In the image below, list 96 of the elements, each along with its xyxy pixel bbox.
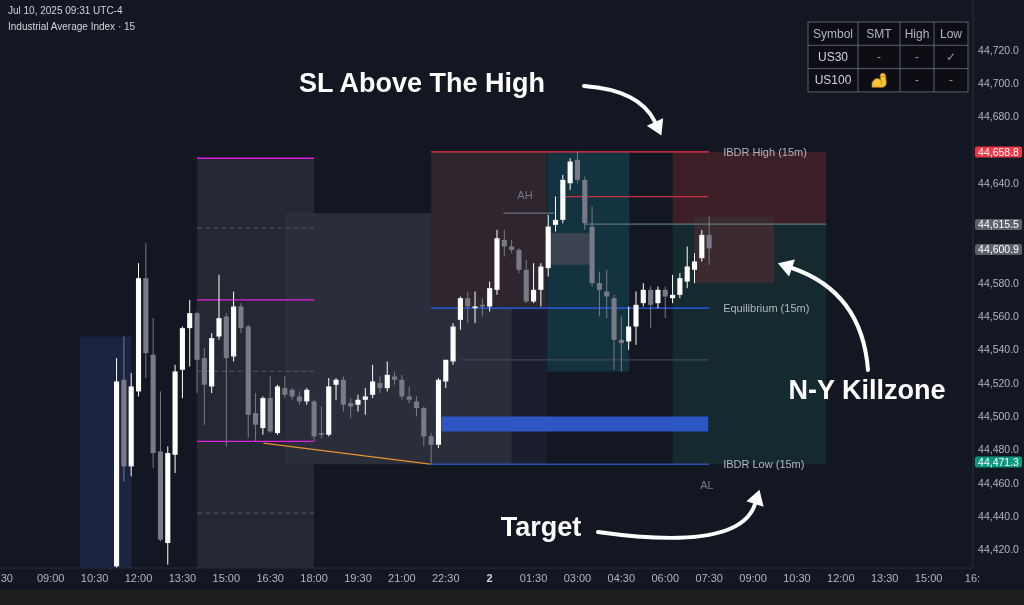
y-tick-label: 44,480.0 — [978, 443, 1020, 456]
candlestick — [574, 151, 581, 184]
x-tick-label: 15:00 — [212, 571, 241, 584]
annotation: Target — [500, 512, 582, 543]
candlestick — [216, 274, 222, 341]
y-tick-label: 44,640.0 — [978, 176, 1020, 189]
candlestick — [487, 281, 493, 312]
candlestick — [318, 405, 324, 439]
candlestick — [552, 196, 559, 233]
category-label: SMT — [866, 26, 893, 41]
candlestick — [501, 229, 507, 258]
x-tick-label: 09:00 — [739, 571, 767, 584]
x-tick-label: 19:30 — [344, 571, 372, 584]
candlestick — [465, 291, 471, 324]
y-tick-label: 44,680.0 — [978, 110, 1020, 123]
x-tick-label: 10:30 — [80, 571, 109, 584]
candlestick — [457, 295, 463, 331]
x-tick-label: 16:30 — [256, 571, 284, 584]
candlestick — [253, 392, 259, 442]
series-label: Equilibrium (15m) — [723, 302, 810, 314]
category-label: US100 — [814, 73, 852, 88]
candlestick — [538, 262, 544, 307]
category-label: Symbol — [812, 26, 854, 41]
candlestick — [677, 272, 683, 299]
category-label: High — [904, 26, 930, 41]
x-tick-label: 12:00 — [827, 571, 855, 584]
x-tick-label: 07:30 — [695, 571, 723, 584]
x-tick-label: 09:00 — [36, 571, 65, 584]
x-tick-label: 2 — [486, 571, 493, 584]
candlestick — [648, 286, 654, 329]
candlestick — [626, 305, 632, 351]
x-tick-label: 16: — [964, 571, 981, 584]
x-tick-label: 13:30 — [168, 571, 197, 584]
y-tick-label: 44,700.0 — [978, 76, 1020, 89]
candlestick — [691, 252, 698, 284]
x-tick-label: 03:00 — [563, 571, 592, 584]
candlestick — [567, 157, 573, 191]
y-tick-label: 44,520.0 — [978, 376, 1020, 389]
x-tick-label: 30 — [0, 571, 13, 584]
y-tick-label: 44,440.0 — [978, 510, 1020, 523]
text: - — [915, 50, 919, 65]
candlestick — [655, 286, 661, 309]
text: - — [915, 73, 919, 88]
candlestick — [282, 375, 288, 399]
y-tick-label: 44,500.0 — [978, 410, 1020, 423]
x-tick-label: 04:30 — [607, 571, 636, 584]
annotation: N-Y Killzone — [788, 375, 946, 406]
text: ✓ — [945, 50, 957, 65]
candlestick — [355, 394, 361, 412]
y-tick-label: 44,540.0 — [978, 343, 1020, 356]
x-tick-label: 18:00 — [300, 571, 328, 584]
category-label: Low — [939, 26, 963, 41]
series-label: IBDR Low (15m) — [723, 458, 805, 471]
text: - — [949, 73, 953, 88]
annotation: Jul 10, 2025 09:31 UTC-4 — [8, 4, 123, 16]
y-tick-label: 44,420.0 — [978, 543, 1020, 556]
category-label: US30 — [817, 50, 849, 65]
x-tick-label: 22:30 — [432, 571, 460, 584]
x-tick-label: 01:30 — [519, 571, 548, 584]
x-tick-label: 12:00 — [124, 571, 153, 584]
candlestick — [472, 291, 478, 324]
series-label: IBDR High (15m) — [723, 145, 807, 158]
y-tick-label: 44,720.0 — [978, 43, 1020, 56]
candlestick — [399, 374, 405, 401]
candlestick — [370, 364, 376, 399]
candlestick — [413, 395, 420, 417]
candlestick — [706, 216, 712, 266]
candlestick — [333, 377, 339, 401]
y-tick-label: 44,560.0 — [978, 310, 1020, 323]
text: - — [877, 50, 881, 65]
candlestick — [187, 299, 193, 367]
candlestick — [384, 360, 390, 392]
x-tick-label: 06:00 — [651, 571, 680, 584]
candlestick — [699, 229, 705, 263]
y-tick-label: 44,460.0 — [978, 476, 1020, 489]
candlestick — [531, 262, 537, 304]
candlestick — [443, 359, 449, 389]
x-tick-label: 13:30 — [870, 571, 899, 584]
annotation: AL — [700, 478, 714, 491]
x-tick-label: 21:00 — [388, 571, 416, 584]
x-tick-label: 10:30 — [783, 571, 811, 584]
candlestick — [377, 375, 383, 394]
candlestick — [516, 247, 522, 274]
candlestick — [640, 282, 646, 307]
y-tick-label: 44,580.0 — [978, 276, 1020, 289]
candlestick — [596, 271, 602, 317]
candlestick — [604, 269, 610, 319]
candlestick — [238, 302, 244, 334]
candlestick — [428, 432, 434, 466]
text: Industrial Average Index · 15 — [8, 20, 136, 32]
annotation: AH — [517, 188, 533, 201]
x-tick-label: 15:00 — [914, 571, 943, 584]
candlestick — [362, 387, 368, 416]
candlestick — [684, 246, 690, 289]
annotation: SL Above The High — [298, 68, 546, 99]
candlestick — [633, 291, 639, 346]
